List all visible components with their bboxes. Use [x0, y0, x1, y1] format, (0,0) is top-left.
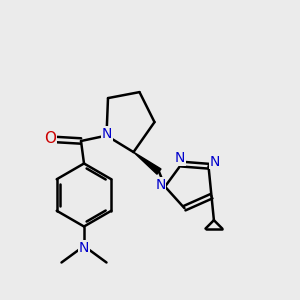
- Text: O: O: [44, 131, 56, 146]
- Text: N: N: [79, 241, 89, 254]
- Text: N: N: [175, 151, 185, 165]
- Polygon shape: [134, 152, 161, 174]
- Text: N: N: [102, 127, 112, 141]
- Text: N: N: [209, 155, 220, 169]
- Text: N: N: [155, 178, 166, 192]
